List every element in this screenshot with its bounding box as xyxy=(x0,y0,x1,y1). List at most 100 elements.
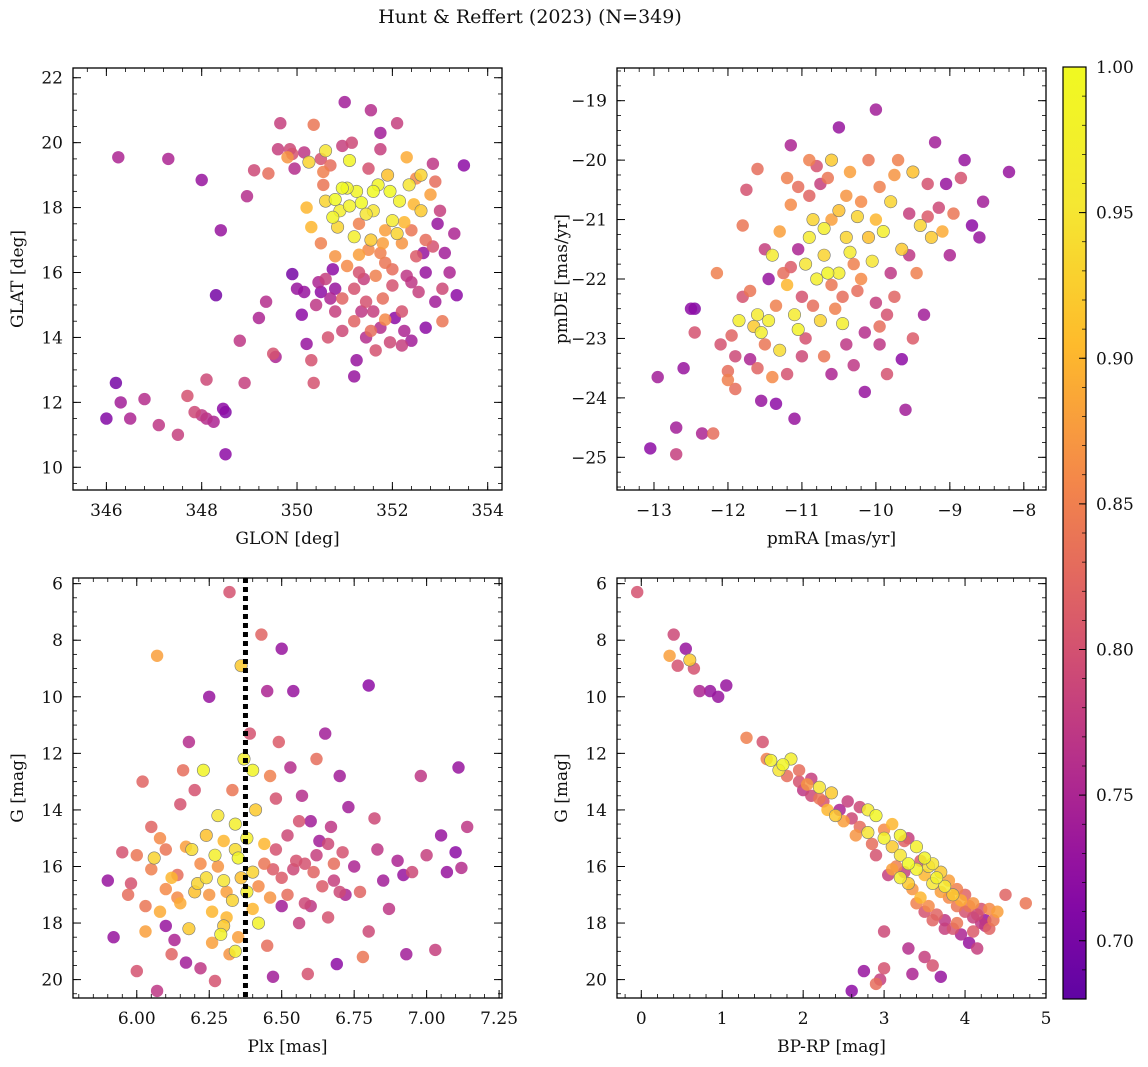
y-tick-label: −21 xyxy=(571,211,607,231)
y-tick-label: 10 xyxy=(41,688,63,708)
data-point xyxy=(729,350,742,363)
data-point xyxy=(740,183,753,196)
data-point xyxy=(369,344,382,357)
y-axis-label: GLAT [deg] xyxy=(8,230,28,328)
data-point xyxy=(336,324,349,338)
data-point xyxy=(943,249,956,262)
data-point xyxy=(851,284,864,298)
data-point xyxy=(795,350,809,363)
data-point xyxy=(182,735,196,749)
data-point xyxy=(225,893,239,907)
data-point xyxy=(829,302,842,315)
y-tick-label: −23 xyxy=(571,329,607,349)
data-point xyxy=(319,144,333,158)
data-point xyxy=(843,245,857,259)
y-tick-label: 16 xyxy=(585,857,607,877)
data-point xyxy=(385,214,399,228)
data-point xyxy=(773,343,787,357)
data-point xyxy=(414,769,427,783)
data-point xyxy=(780,171,794,185)
data-point xyxy=(290,282,304,295)
data-point xyxy=(861,230,875,244)
y-tick-label: 8 xyxy=(52,631,63,651)
x-tick-label: 3 xyxy=(879,1009,890,1029)
data-point xyxy=(924,230,938,244)
data-point xyxy=(336,292,349,305)
data-point xyxy=(356,950,370,964)
y-tick-label: −20 xyxy=(571,151,607,171)
y-tick-label: 6 xyxy=(596,575,607,595)
data-point xyxy=(400,269,413,282)
data-point xyxy=(869,849,883,862)
data-point xyxy=(914,891,927,904)
data-point xyxy=(918,851,932,865)
data-point xyxy=(348,860,361,873)
data-point xyxy=(246,902,259,916)
data-point xyxy=(400,151,413,164)
x-tick-label: 0 xyxy=(636,1009,647,1029)
x-axis-label: GLON [deg] xyxy=(235,529,339,549)
data-point xyxy=(362,243,375,256)
data-point xyxy=(342,199,356,213)
data-point xyxy=(755,394,768,407)
x-tick-label: 350 xyxy=(281,501,313,521)
data-point xyxy=(348,282,361,295)
data-point xyxy=(756,735,769,749)
data-point xyxy=(405,334,418,347)
data-point xyxy=(364,104,378,117)
x-tick-label: 348 xyxy=(185,501,217,521)
data-point xyxy=(817,222,831,236)
data-point xyxy=(836,290,849,303)
data-point xyxy=(712,690,725,703)
data-point xyxy=(847,257,860,271)
data-point xyxy=(457,159,471,172)
data-point xyxy=(269,843,283,856)
data-point xyxy=(362,679,375,692)
data-point xyxy=(725,329,738,342)
data-point xyxy=(766,370,779,384)
x-tick-label: 6.25 xyxy=(190,1009,228,1029)
data-point xyxy=(305,354,318,367)
data-point xyxy=(238,376,251,390)
data-point xyxy=(921,177,934,191)
data-point xyxy=(307,376,320,390)
data-point xyxy=(922,899,935,913)
data-point xyxy=(683,653,697,667)
data-point xyxy=(159,919,172,933)
data-point xyxy=(359,207,373,221)
data-point xyxy=(906,332,920,345)
data-point xyxy=(319,727,332,740)
panel-glon-glat: 346 348 350 352 354 10 12 14 16 18 20 22 GLON [deg] G… xyxy=(8,67,504,549)
data-point xyxy=(181,389,194,403)
panel-plx-g: 6.00 6.25 6.50 6.75 7.00 7.25 6 8 10 12 14 16 18 20 Pl… xyxy=(8,575,518,1057)
data-point xyxy=(858,326,871,339)
data-point xyxy=(455,861,468,875)
data-point xyxy=(208,848,222,862)
data-point xyxy=(211,809,225,823)
colorbar-tick-label: 0.80 xyxy=(1096,641,1134,661)
x-tick-label: 2 xyxy=(798,1009,809,1029)
data-point xyxy=(321,911,335,924)
data-point xyxy=(921,210,934,223)
data-point xyxy=(333,885,346,899)
data-point xyxy=(195,173,208,187)
data-point xyxy=(395,237,409,250)
data-point xyxy=(825,278,838,292)
data-point xyxy=(330,957,343,971)
data-point xyxy=(342,800,355,814)
data-point xyxy=(813,314,827,328)
data-point xyxy=(799,257,813,271)
data-point xyxy=(336,139,349,153)
data-point xyxy=(902,942,915,955)
data-point xyxy=(799,332,812,345)
data-point xyxy=(390,227,404,241)
data-point xyxy=(903,207,916,220)
data-point xyxy=(310,752,323,766)
data-point xyxy=(891,153,905,167)
data-point xyxy=(258,857,271,870)
data-point xyxy=(769,299,783,312)
data-point xyxy=(773,225,786,238)
data-point xyxy=(806,213,820,227)
data-point xyxy=(364,233,378,247)
data-point xyxy=(379,313,392,326)
